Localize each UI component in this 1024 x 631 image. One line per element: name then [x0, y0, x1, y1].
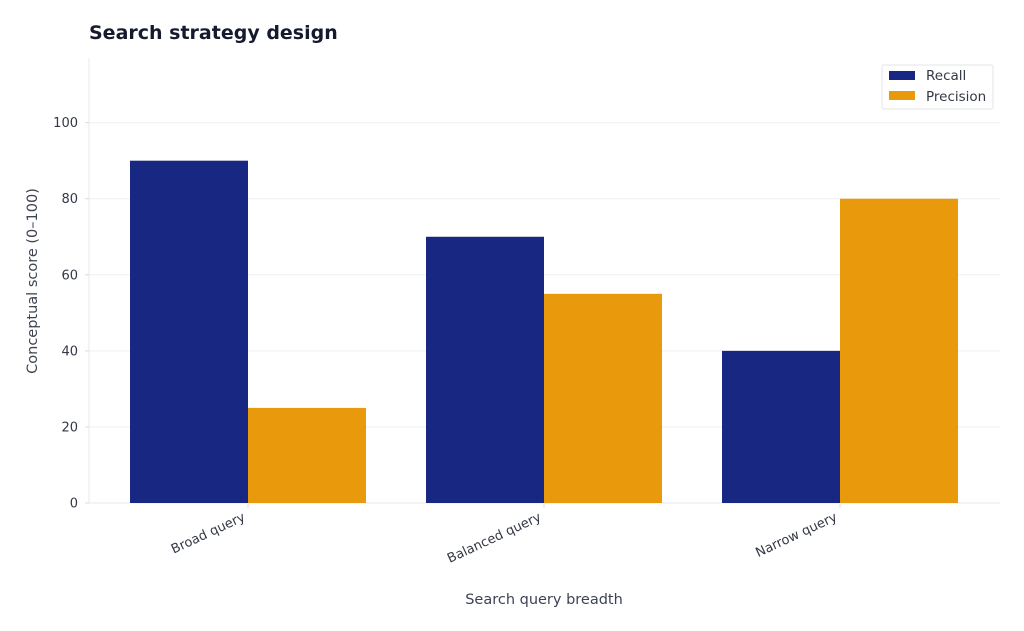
y-tick-label: 100 [53, 116, 78, 131]
legend-label-precision: Precision [926, 89, 986, 105]
chart-title: Search strategy design [89, 22, 338, 44]
bars [130, 160, 958, 503]
y-tick-label: 20 [61, 420, 78, 435]
x-tick-label: Broad query [169, 510, 248, 557]
x-axis-label: Search query breadth [465, 592, 623, 608]
legend-swatch-recall [889, 71, 915, 80]
bar-precision-3 [840, 198, 958, 503]
legend: Recall Precision [881, 64, 994, 110]
legend-swatch-precision [889, 91, 915, 100]
y-tick-label: 0 [70, 497, 78, 512]
x-tick-label: Balanced query [445, 510, 544, 567]
y-ticks: 0 20 40 60 80 100 [53, 116, 89, 512]
bar-precision-1 [248, 407, 366, 503]
legend-label-recall: Recall [926, 68, 966, 84]
y-tick-label: 60 [61, 268, 78, 283]
y-tick-label: 40 [61, 344, 78, 359]
bar-recall-3 [722, 350, 840, 503]
y-axis-label: Conceptual score (0–100) [25, 188, 41, 374]
bar-recall-1 [130, 160, 248, 503]
bar-precision-2 [544, 293, 662, 503]
bar-recall-2 [426, 236, 544, 503]
y-tick-label: 80 [61, 192, 78, 207]
x-tick-label: Narrow query [753, 510, 839, 561]
x-ticks: Broad query Balanced query Narrow query [169, 503, 841, 567]
